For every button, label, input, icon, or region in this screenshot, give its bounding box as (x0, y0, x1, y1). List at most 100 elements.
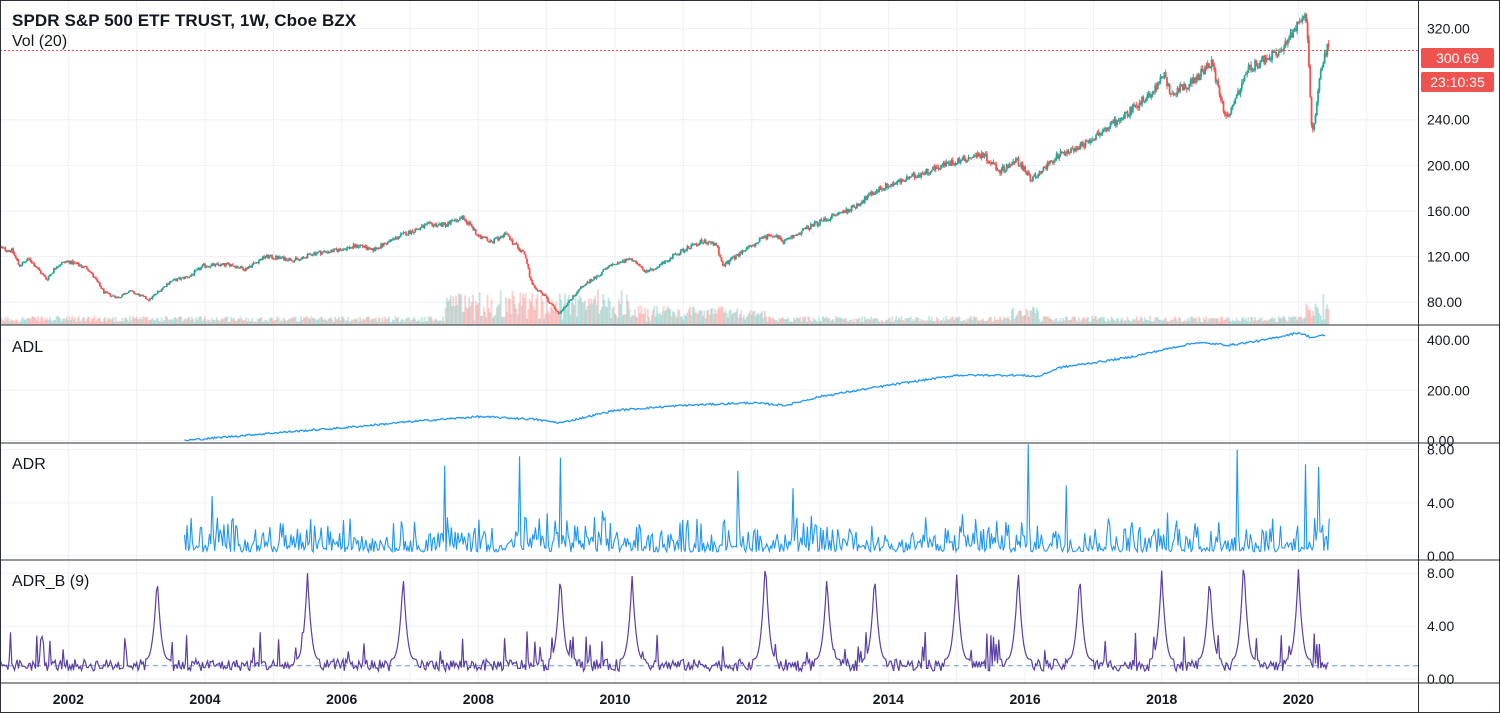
volume-bar (795, 317, 798, 325)
candle-body (576, 292, 578, 295)
candle-body (428, 222, 431, 224)
volume-bar (984, 320, 987, 325)
candle-body (823, 218, 825, 221)
volume-bar (121, 317, 124, 325)
candle-body (982, 152, 984, 158)
volume-bar (678, 310, 681, 325)
volume-bar (628, 308, 631, 325)
volume-bar (531, 293, 534, 325)
volume-bar (833, 321, 836, 325)
volume-bar (619, 303, 622, 325)
volume-bar (1096, 320, 1099, 325)
volume-bar (774, 320, 777, 325)
volume-bar (402, 319, 405, 325)
volume-bar (298, 321, 301, 325)
volume-bar (1229, 320, 1231, 325)
candle-body (979, 155, 982, 158)
candle-body (852, 205, 854, 207)
candle-body (653, 269, 656, 271)
volume-bar (154, 320, 156, 325)
candle-body (16, 257, 18, 261)
volume-bar (1247, 317, 1250, 325)
volume-bar (397, 317, 400, 325)
candle-body (434, 223, 436, 225)
adrb-pane-label[interactable]: ADR_B (9) (12, 573, 90, 590)
volume-bar (842, 319, 845, 325)
candle-body (1084, 140, 1087, 147)
volume-bar (520, 305, 523, 325)
volume-bar (1322, 294, 1325, 325)
candle-body (1050, 160, 1053, 163)
volume-bar (993, 316, 996, 325)
candle-body (242, 268, 245, 271)
volume-bar (34, 317, 37, 325)
candle-body (879, 187, 882, 189)
volume-bar (853, 318, 856, 325)
y-tick-label: 8.00 (1427, 442, 1454, 458)
candle-body (403, 232, 406, 234)
candle-body (766, 234, 769, 239)
volume-bar (527, 309, 530, 325)
volume-bar (622, 315, 624, 325)
candle-body (399, 233, 402, 237)
candle-body (720, 257, 723, 262)
volume-bar (912, 319, 915, 325)
candle-body (509, 236, 511, 240)
candle-body (558, 313, 561, 315)
candle-body (189, 275, 192, 277)
candle-body (922, 174, 925, 176)
candle-body (342, 249, 344, 251)
candle-body (566, 303, 569, 306)
volume-bar (381, 317, 384, 325)
candle-body (1276, 54, 1279, 56)
volume-bar (318, 318, 321, 325)
volume-bar (1318, 313, 1321, 325)
volume-bar (143, 317, 146, 325)
volume-bar (24, 320, 26, 325)
volume-bar (168, 320, 171, 325)
candle-body (619, 262, 622, 264)
volume-bar (506, 312, 509, 325)
candle-body (1254, 60, 1256, 71)
candle-body (1191, 79, 1193, 84)
volume-bar (845, 318, 848, 325)
candle-body (853, 205, 856, 207)
candle-body (984, 153, 987, 155)
candle-body (306, 254, 309, 259)
candle-body (1258, 66, 1260, 69)
volume-bar (439, 319, 442, 325)
adl-pane-label[interactable]: ADL (12, 339, 44, 356)
adr-pane-label[interactable]: ADR (12, 456, 46, 473)
candle-body (1197, 74, 1200, 81)
candle-body (502, 235, 505, 238)
candle-body (965, 160, 967, 162)
candle-body (275, 255, 277, 259)
candle-body (1, 247, 4, 249)
volume-bar (825, 316, 828, 325)
candle-body (987, 161, 990, 163)
candle-body (765, 236, 768, 239)
candle-body (314, 252, 317, 255)
candle-body (1240, 82, 1243, 89)
volume-bar (1039, 321, 1042, 325)
candle-body (1271, 50, 1274, 60)
volume-indicator-label[interactable]: Vol (20) (12, 33, 68, 50)
candle-body (719, 254, 722, 258)
volume-bar (317, 319, 319, 325)
volume-bar (100, 321, 103, 325)
candle-body (1263, 55, 1266, 64)
volume-bar (139, 317, 142, 325)
candle-body (577, 290, 580, 293)
volume-bar (415, 320, 418, 325)
candle-body (692, 243, 695, 245)
candle-body (1007, 164, 1009, 168)
candle-body (465, 220, 468, 223)
volume-bar (267, 321, 269, 325)
candle-body (252, 262, 255, 265)
volume-bar (130, 320, 133, 325)
candle-body (1262, 55, 1264, 61)
volume-bar (482, 306, 485, 325)
candle-body (1223, 111, 1226, 115)
volume-bar (1080, 319, 1083, 325)
